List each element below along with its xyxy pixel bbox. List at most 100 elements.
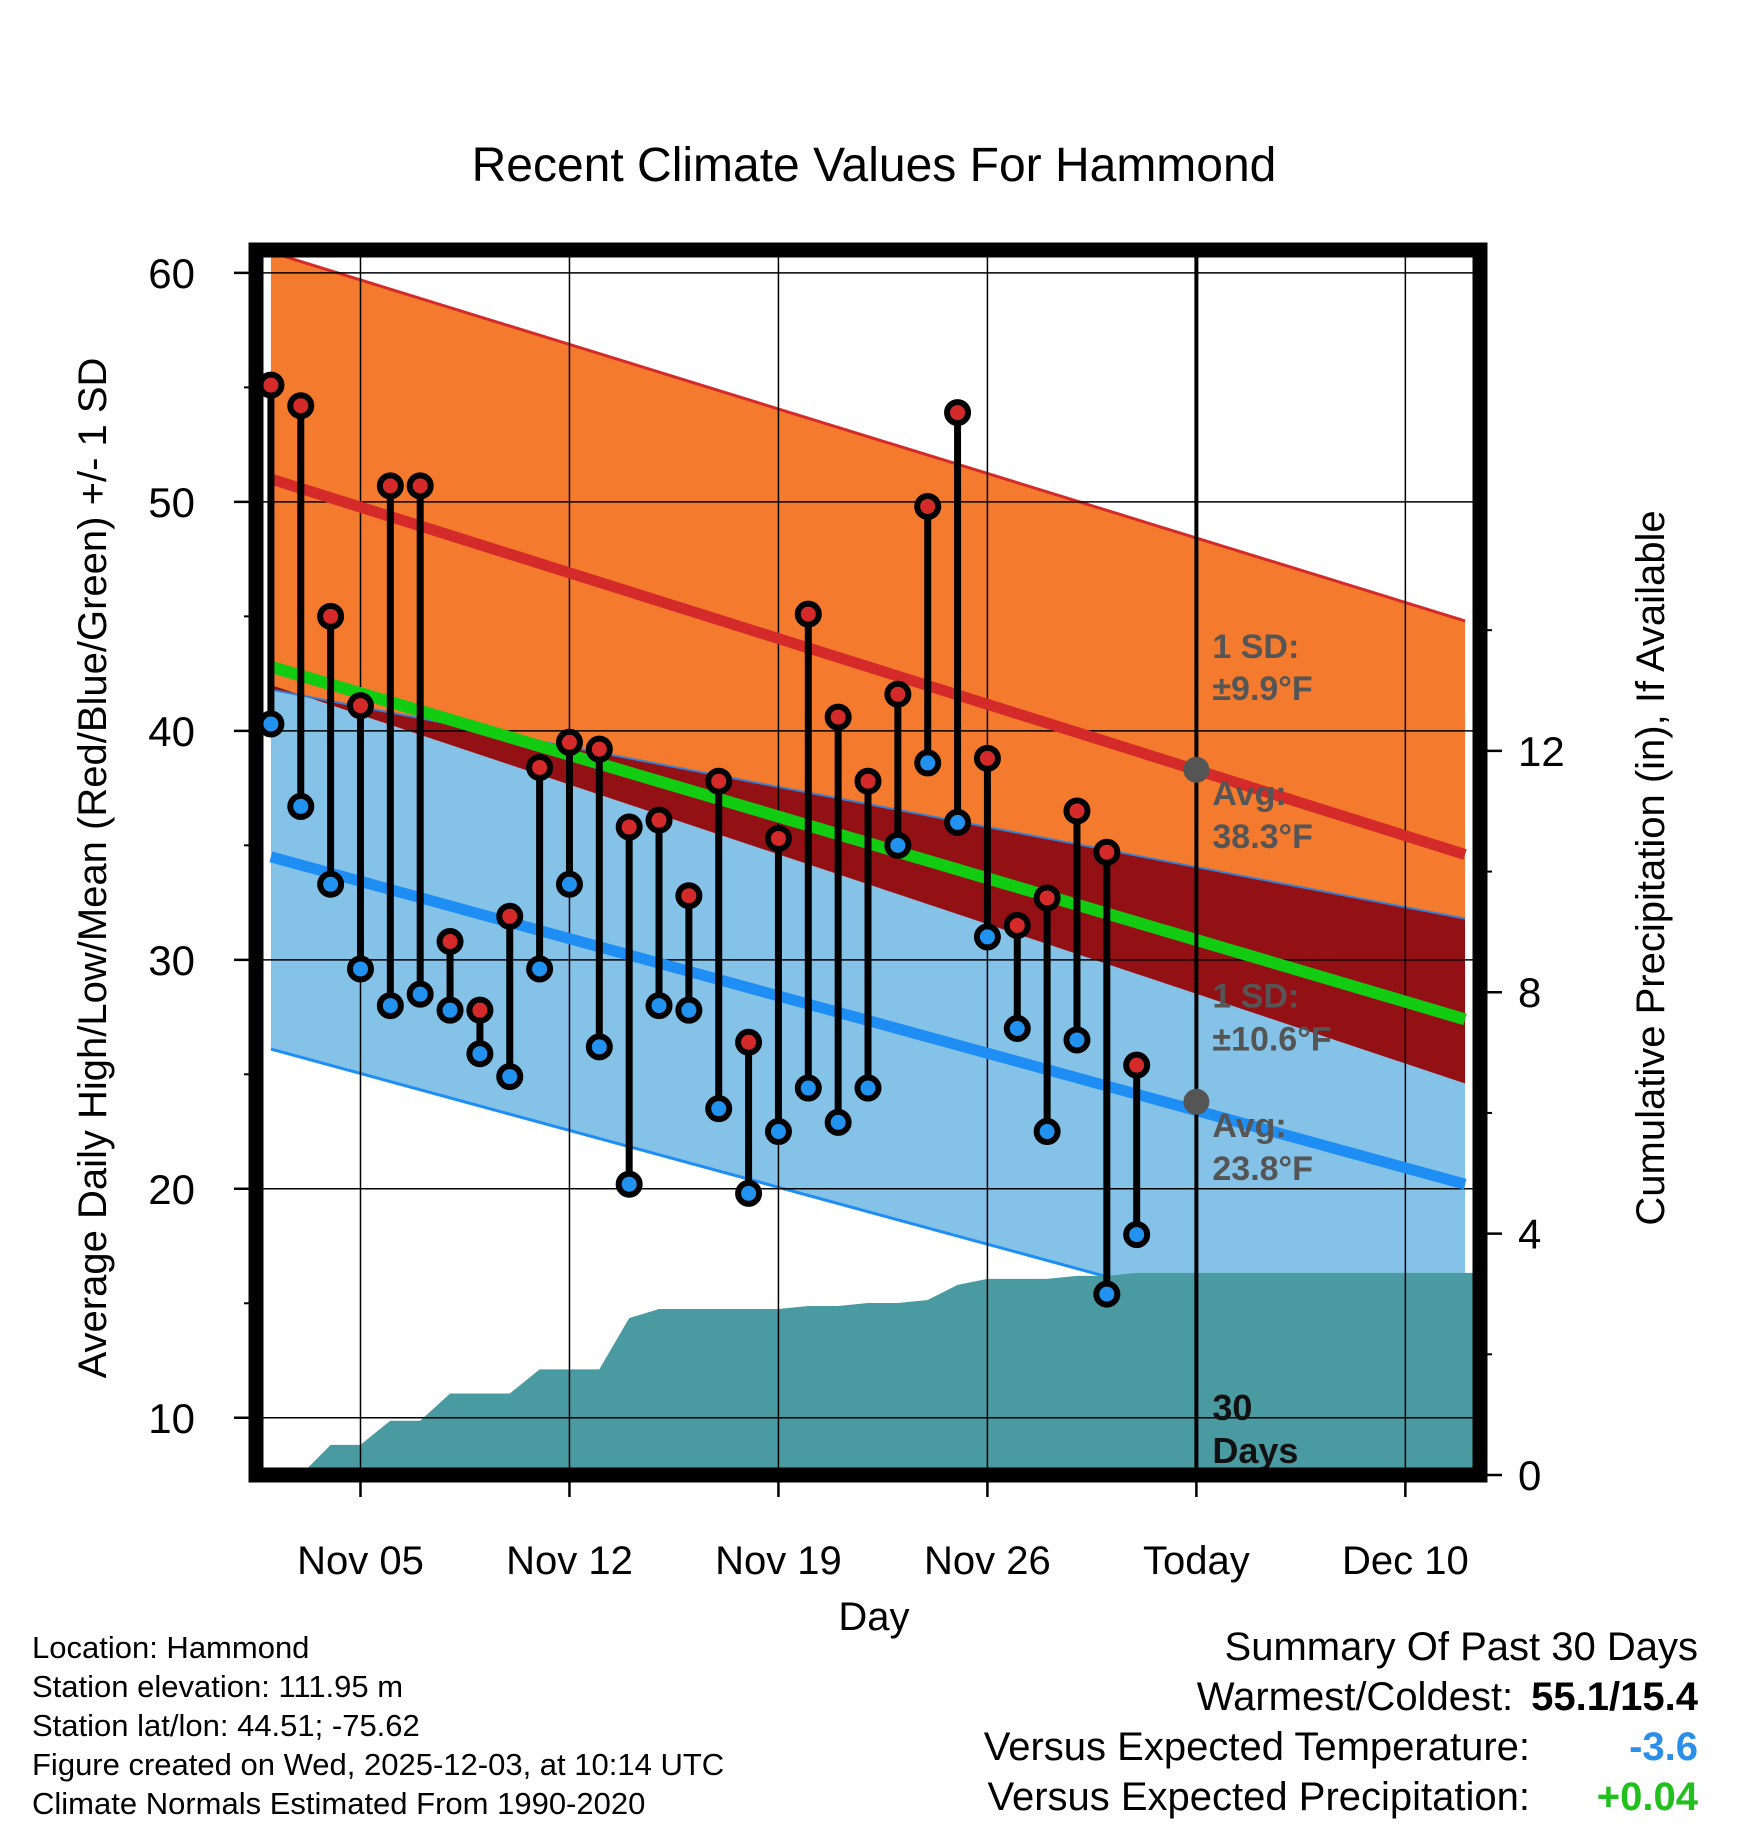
high-point xyxy=(944,399,972,427)
low-point xyxy=(675,996,703,1024)
temp-anomaly-value: -3.6 xyxy=(1629,1725,1698,1769)
plot-area: 1 SD: ±9.9°F Avg: 38.3°F 1 SD: ±10.6°F Avg: 23.… xyxy=(256,250,1480,1475)
low-point xyxy=(496,1063,524,1091)
low-point xyxy=(555,870,583,898)
high-point xyxy=(526,753,554,781)
low-point xyxy=(735,1179,763,1207)
y2-axis-label: Cumulative Precipitation (in), If Availa… xyxy=(1629,510,1673,1225)
low-point xyxy=(645,992,673,1020)
station-info: Location: Hammond Station elevation: 111… xyxy=(32,1628,724,1823)
high-point xyxy=(794,600,822,628)
footer-normals: Climate Normals Estimated From 1990-2020 xyxy=(32,1786,646,1821)
y-tick-label: 50 xyxy=(148,479,195,526)
high-avg-line xyxy=(269,473,1467,860)
summary-precip-row: Versus Expected Precipitation: +0.04 xyxy=(984,1772,1698,1822)
precipitation-area xyxy=(256,1272,1480,1475)
y2-tick-label: 4 xyxy=(1518,1211,1541,1258)
summary-warm-cold-row: Warmest/Coldest: 55.1/15.4 xyxy=(984,1672,1698,1722)
warm-cold-value: 55.1/15.4 xyxy=(1531,1675,1698,1719)
period-days-label: Days xyxy=(1212,1430,1298,1471)
low-point xyxy=(914,749,942,777)
high-sd-value: ±9.9°F xyxy=(1212,670,1312,708)
high-point xyxy=(735,1028,763,1056)
low-point xyxy=(854,1074,882,1102)
low-point xyxy=(317,870,345,898)
high-point xyxy=(287,392,315,420)
low-point xyxy=(406,980,434,1008)
x-tick-label: Nov 19 xyxy=(715,1539,842,1583)
y-axis-label: Average Daily High/Low/Mean (Red/Blue/Gr… xyxy=(71,358,115,1379)
y-tick-label: 40 xyxy=(148,708,195,755)
high-point xyxy=(764,824,792,852)
high-point xyxy=(436,927,464,955)
low-point xyxy=(376,992,404,1020)
high-point xyxy=(1033,884,1061,912)
low-avg-marker xyxy=(1183,1088,1210,1115)
y-tick-label: 60 xyxy=(148,250,195,297)
high-point xyxy=(257,371,285,399)
period-days-number: 30 xyxy=(1212,1387,1252,1428)
high-point xyxy=(824,703,852,731)
y2-tick-label: 12 xyxy=(1518,728,1565,775)
high-sd-label: 1 SD: xyxy=(1212,628,1299,666)
precip-anomaly-value: +0.04 xyxy=(1596,1775,1698,1819)
low-point xyxy=(973,923,1001,951)
x-tick-label: Today xyxy=(1143,1539,1250,1583)
low-sd-value: ±10.6°F xyxy=(1212,1021,1331,1059)
summary-title: Summary Of Past 30 Days xyxy=(1224,1625,1698,1669)
high-point xyxy=(973,744,1001,772)
high-sd-upper-line xyxy=(270,250,1466,623)
low-point xyxy=(1123,1221,1151,1249)
low-avg-value: 23.8°F xyxy=(1212,1150,1313,1188)
high-point xyxy=(466,996,494,1024)
x-tick-label: Nov 12 xyxy=(506,1539,633,1583)
high-point xyxy=(914,492,942,520)
low-point xyxy=(1003,1015,1031,1043)
low-point xyxy=(526,955,554,983)
high-point xyxy=(705,767,733,795)
x-tick-label: Nov 26 xyxy=(924,1539,1051,1583)
high-point xyxy=(346,692,374,720)
x-tick-label: Dec 10 xyxy=(1342,1539,1469,1583)
low-point xyxy=(794,1074,822,1102)
y2-tick-label: 8 xyxy=(1518,969,1541,1016)
x-tick-label: Nov 05 xyxy=(297,1539,424,1583)
low-point xyxy=(1093,1280,1121,1308)
high-point xyxy=(555,728,583,756)
low-point xyxy=(346,955,374,983)
high-avg-label: Avg: xyxy=(1212,775,1286,813)
high-point xyxy=(585,735,613,763)
low-point xyxy=(615,1170,643,1198)
low-sd-label: 1 SD: xyxy=(1212,978,1299,1016)
x-axis-label: Day xyxy=(838,1595,909,1639)
low-point xyxy=(585,1033,613,1061)
temp-anomaly-label: Versus Expected Temperature: xyxy=(983,1725,1530,1769)
high-point xyxy=(884,680,912,708)
high-avg-marker xyxy=(1183,756,1210,783)
high-point xyxy=(496,902,524,930)
low-point xyxy=(257,710,285,738)
low-point xyxy=(436,996,464,1024)
y-tick-label: 30 xyxy=(148,937,195,984)
low-point xyxy=(884,831,912,859)
chart-title: Recent Climate Values For Hammond xyxy=(472,139,1277,192)
high-point xyxy=(1003,911,1031,939)
high-point xyxy=(317,602,345,630)
summary-panel: Summary Of Past 30 Days Warmest/Coldest:… xyxy=(984,1622,1698,1822)
low-avg-label: Avg: xyxy=(1212,1107,1286,1145)
high-point xyxy=(615,813,643,841)
footer-elevation: Station elevation: 111.95 m xyxy=(32,1669,404,1704)
y-tick-label: 20 xyxy=(148,1166,195,1213)
high-point xyxy=(376,472,404,500)
high-point xyxy=(1093,838,1121,866)
low-point xyxy=(1063,1026,1091,1054)
y-tick-label: 10 xyxy=(148,1395,195,1442)
footer-latlon: Station lat/lon: 44.51; -75.62 xyxy=(32,1708,420,1743)
low-point xyxy=(287,792,315,820)
low-point xyxy=(466,1040,494,1068)
footer-created: Figure created on Wed, 2025-12-03, at 10… xyxy=(32,1747,725,1782)
low-point xyxy=(1033,1118,1061,1146)
footer-location: Location: Hammond xyxy=(32,1630,310,1665)
